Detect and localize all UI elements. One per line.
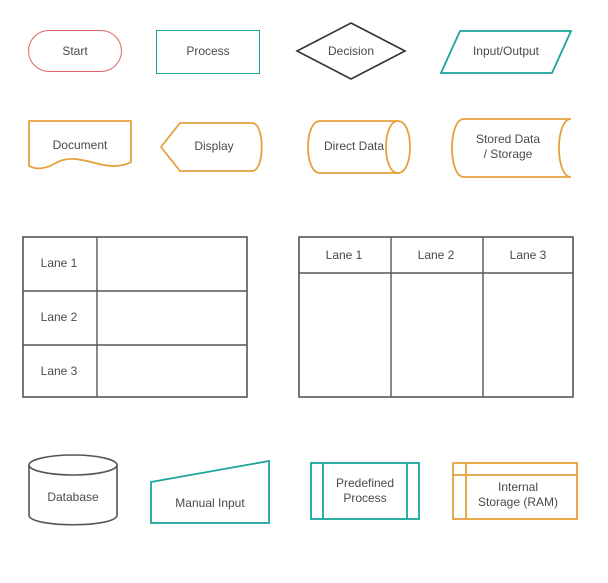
v-lane-2-label: Lane 2 — [390, 248, 482, 263]
h-lane-3-label: Lane 3 — [22, 364, 96, 379]
v-lane-1-label: Lane 1 — [298, 248, 390, 263]
manual-input-label: Manual Input — [150, 496, 270, 511]
manual-input-shape — [150, 460, 270, 524]
document-label: Document — [28, 138, 132, 153]
database-label: Database — [28, 490, 118, 505]
internal-storage-label: Internal Storage (RAM) — [460, 480, 576, 510]
process-label: Process — [156, 44, 260, 59]
h-lane-1-label: Lane 1 — [22, 256, 96, 271]
direct-data-label: Direct Data — [304, 139, 404, 154]
start-label: Start — [28, 44, 122, 59]
h-lane-2-label: Lane 2 — [22, 310, 96, 325]
io-label: Input/Output — [440, 44, 572, 59]
shape-palette-canvas: Start Process Decision Input/Output Docu… — [0, 0, 608, 583]
decision-label: Decision — [296, 44, 406, 59]
predefined-label: Predefined Process — [310, 476, 420, 506]
stored-data-label: Stored Data / Storage — [452, 132, 564, 162]
display-label: Display — [160, 139, 268, 154]
v-lane-3-label: Lane 3 — [482, 248, 574, 263]
